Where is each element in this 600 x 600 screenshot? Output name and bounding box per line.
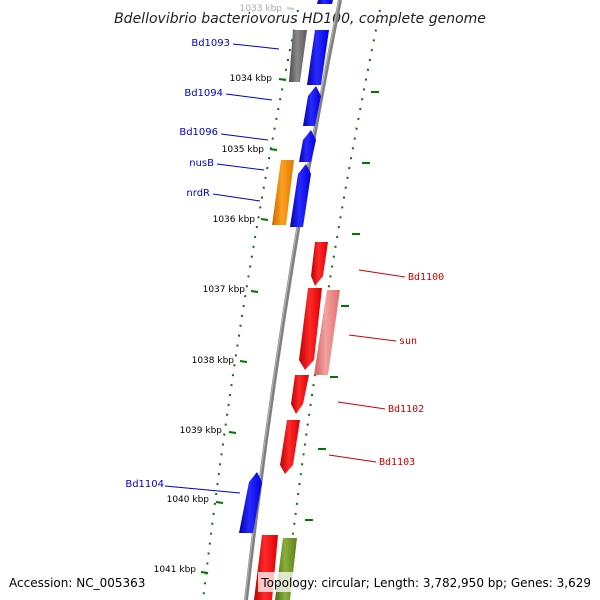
tick-mark [269, 148, 278, 151]
gene-label-bd1094: Bd1094 [184, 88, 223, 99]
label-leader [232, 43, 280, 50]
tick-mark [250, 290, 259, 293]
gene-arrow-gray [289, 30, 307, 82]
gene-label-nrdr: nrdR [186, 188, 210, 199]
gene-arrow-bd1096 [299, 130, 316, 162]
map-title: Bdellovibrio bacteriovorus HD100, comple… [114, 11, 486, 27]
genome-backbone-highlight [244, 0, 340, 600]
gene-arrow-bd1093 [307, 30, 329, 85]
tick-label: 1033 kbp [240, 4, 283, 14]
gene-label-bd1102: Bd1102 [388, 404, 424, 415]
left-labels: Bd1093 Bd1094 Bd1096 nusB nrdR Bd1104 [125, 38, 280, 494]
tick-group: 1033 kbp 1034 kbp 1035 kbp 1036 kbp 1037… [154, 4, 379, 575]
topology-text: Topology: circular; Length: 3,782,950 bp… [260, 576, 591, 590]
tick-mark [200, 571, 209, 574]
gene-label-bd1100: Bd1100 [408, 272, 444, 283]
tick-label: 1035 kbp [222, 145, 265, 155]
gene-label-sun: sun [399, 336, 417, 347]
tick-mark [215, 501, 224, 504]
gene-arrow-bd1100 [311, 242, 328, 286]
gene-label-bd1093: Bd1093 [191, 38, 230, 49]
label-leader [328, 454, 377, 463]
accession-text: Accession: NC_005363 [9, 576, 145, 590]
gene-label-nusb: nusB [189, 158, 214, 169]
gene-arrow-bd1104 [239, 472, 262, 533]
gene-arrow-bd1103 [280, 420, 300, 474]
gene-arrow-sun [314, 290, 340, 375]
tick-label: 1038 kbp [192, 356, 235, 366]
label-leader [164, 485, 241, 494]
gene-label-bd1104: Bd1104 [125, 479, 164, 490]
tick-mark [286, 7, 295, 10]
tick-label: 1037 kbp [203, 285, 246, 295]
right-labels: Bd1100 sun Bd1102 Bd1103 [328, 269, 444, 468]
gene-arrow-sun-a [299, 288, 322, 370]
tick-mark [278, 78, 287, 81]
tick-label: 1041 kbp [154, 565, 197, 575]
label-leader [358, 269, 406, 278]
tick-label: 1036 kbp [213, 215, 256, 225]
gene-arrow-bd1094 [303, 86, 321, 126]
label-leader [225, 93, 273, 101]
label-leader [337, 401, 386, 410]
tick-mark [239, 360, 248, 363]
footer-backdrop [258, 572, 598, 592]
tick-mark [228, 431, 237, 434]
forward-genes [239, 0, 333, 533]
tick-label: 1039 kbp [180, 426, 223, 436]
label-leader [220, 133, 269, 141]
gene-label-bd1096: Bd1096 [179, 127, 218, 138]
label-leader [216, 163, 265, 171]
tick-label: 1040 kbp [167, 495, 210, 505]
gene-arrow-top [317, 0, 333, 4]
tick-mark [260, 218, 269, 221]
gene-arrow-nrdr [290, 164, 311, 227]
label-leader [348, 334, 397, 342]
gene-label-bd1103: Bd1103 [379, 457, 415, 468]
label-leader [212, 193, 261, 202]
tick-label: 1034 kbp [230, 74, 273, 84]
gene-arrow-nusb [272, 160, 294, 225]
genome-backbone [244, 0, 342, 600]
gene-arrow-bd1102 [291, 375, 309, 414]
